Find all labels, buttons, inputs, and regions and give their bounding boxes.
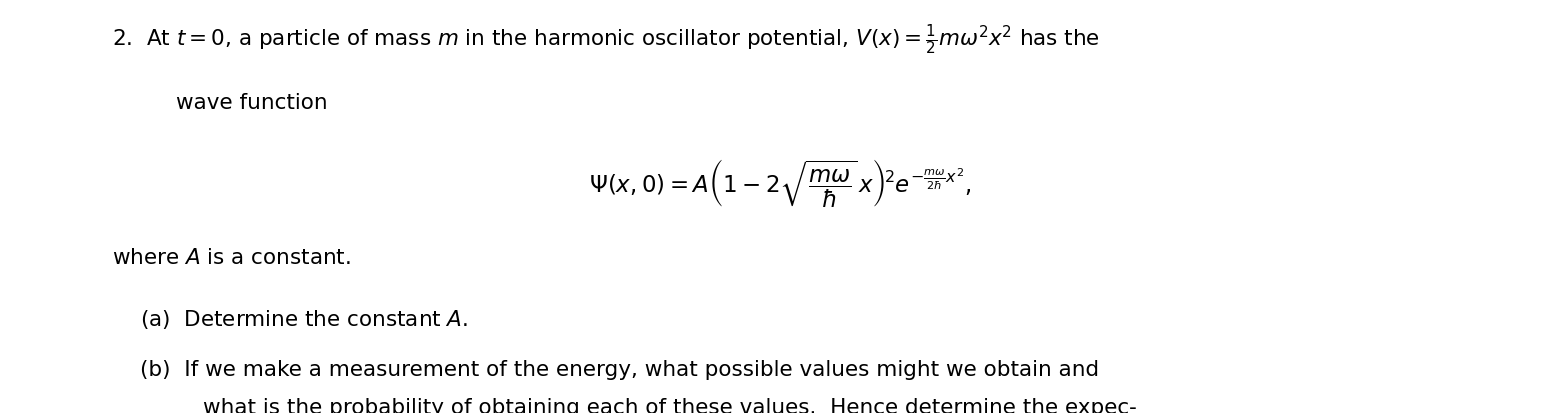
Text: (b)  If we make a measurement of the energy, what possible values might we obtai: (b) If we make a measurement of the ener… [140, 359, 1100, 379]
Text: 2.  At $t=0$, a particle of mass $m$ in the harmonic oscillator potential, $V(x): 2. At $t=0$, a particle of mass $m$ in t… [112, 23, 1100, 57]
Text: wave function: wave function [176, 93, 328, 113]
Text: (a)  Determine the constant $A$.: (a) Determine the constant $A$. [140, 308, 468, 331]
Text: where $A$ is a constant.: where $A$ is a constant. [112, 248, 351, 268]
Text: what is the probability of obtaining each of these values.  Hence determine the : what is the probability of obtaining eac… [203, 397, 1137, 413]
Text: $\Psi(x,0) = A\left(1 - 2\sqrt{\dfrac{m\omega}{\hbar}}\,x\right)^{\!2} e^{-\frac: $\Psi(x,0) = A\left(1 - 2\sqrt{\dfrac{m\… [588, 157, 972, 209]
